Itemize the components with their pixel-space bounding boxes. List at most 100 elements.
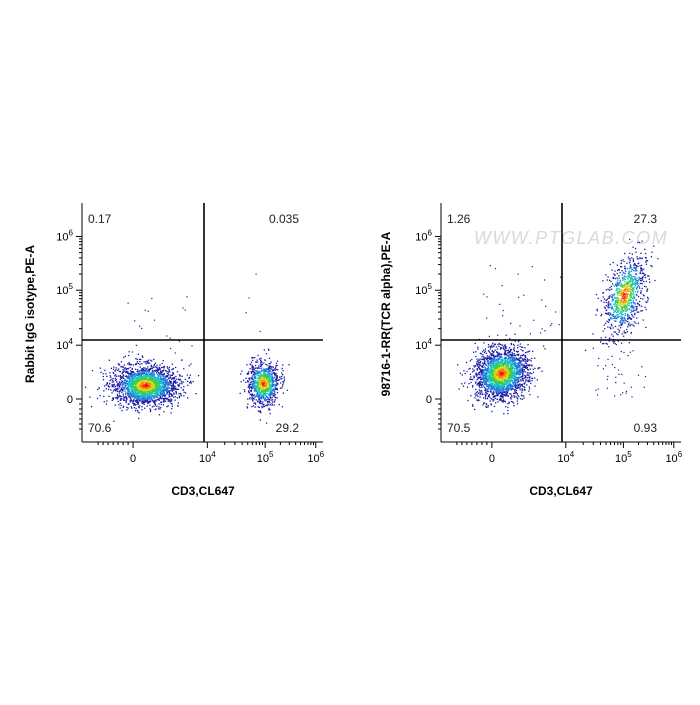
event-dot <box>183 395 184 396</box>
event-dot <box>121 376 122 377</box>
event-dot <box>131 389 132 390</box>
event-dot <box>486 391 487 392</box>
event-dot <box>115 374 116 375</box>
event-dot <box>140 366 141 367</box>
event-dot <box>516 390 517 391</box>
event-dot <box>484 387 485 388</box>
event-dot <box>280 388 281 389</box>
event-dot <box>171 379 172 380</box>
event-dot <box>248 390 249 391</box>
event-dot <box>118 368 119 369</box>
event-dot <box>504 381 505 382</box>
event-dot <box>262 403 263 404</box>
event-dot <box>149 389 150 390</box>
event-dot <box>255 370 256 371</box>
event-dot <box>257 395 258 396</box>
event-dot <box>140 372 141 373</box>
event-dot <box>159 414 160 415</box>
event-dot <box>521 384 522 385</box>
event-dot <box>510 383 511 384</box>
event-dot <box>265 369 266 370</box>
event-dot <box>146 371 147 372</box>
event-dot <box>175 376 176 377</box>
event-dot <box>522 376 523 377</box>
event-dot <box>161 404 162 405</box>
event-dot <box>277 369 278 370</box>
event-dot <box>482 354 483 355</box>
event-dot <box>260 366 261 367</box>
event-dot <box>139 399 140 400</box>
event-dot <box>163 360 164 361</box>
event-dot <box>167 366 168 367</box>
event-dot <box>116 381 117 382</box>
event-dot <box>122 386 123 387</box>
event-dot <box>259 393 260 394</box>
event-dot <box>145 391 146 392</box>
event-dot <box>272 399 273 400</box>
event-dot <box>276 385 277 386</box>
event-dot <box>265 385 266 386</box>
event-dot <box>129 386 130 387</box>
event-dot <box>260 358 261 359</box>
event-dot <box>119 371 120 372</box>
event-dot <box>149 363 150 364</box>
event-dot <box>465 373 466 374</box>
event-dot <box>276 382 277 383</box>
event-dot <box>159 364 160 365</box>
event-dot <box>190 381 191 382</box>
event-dot <box>182 376 183 377</box>
event-dot <box>160 378 161 379</box>
event-dot <box>116 376 117 377</box>
event-dot <box>165 395 166 396</box>
event-dot <box>138 418 139 419</box>
event-dot <box>153 373 154 374</box>
event-dot <box>268 371 269 372</box>
event-dot <box>487 381 488 382</box>
event-dot <box>514 353 515 354</box>
event-dot <box>110 375 111 376</box>
event-dot <box>275 397 276 398</box>
event-dot <box>479 387 480 388</box>
event-dot <box>154 402 155 403</box>
event-dot <box>257 378 258 379</box>
event-dot <box>255 365 256 366</box>
event-dot <box>508 355 509 356</box>
event-dot <box>531 360 532 361</box>
event-dot <box>142 397 143 398</box>
event-dot <box>245 382 246 383</box>
event-dot <box>541 371 542 372</box>
event-dot <box>147 391 148 392</box>
event-dot <box>128 407 129 408</box>
event-dot <box>159 368 160 369</box>
event-dot <box>271 378 272 379</box>
event-dot <box>488 344 489 345</box>
event-dot <box>152 392 153 393</box>
event-dot <box>159 386 160 387</box>
event-dot <box>494 344 495 345</box>
event-dot <box>167 392 168 393</box>
event-dot <box>127 368 128 369</box>
event-dot <box>138 402 139 403</box>
event-dot <box>504 394 505 395</box>
event-dot <box>544 330 545 331</box>
event-dot <box>152 371 153 372</box>
event-dot <box>263 392 264 393</box>
event-dot <box>510 373 511 374</box>
event-dot <box>153 406 154 407</box>
event-dot <box>530 373 531 374</box>
event-dot <box>522 379 523 380</box>
event-dot <box>249 397 250 398</box>
event-dot <box>177 371 178 372</box>
event-dot <box>275 370 276 371</box>
event-dot <box>169 392 170 393</box>
event-dot <box>164 373 165 374</box>
event-dot <box>175 380 176 381</box>
event-dot <box>163 376 164 377</box>
event-dot <box>274 377 275 378</box>
event-dot <box>136 377 137 378</box>
event-dot <box>134 374 135 375</box>
event-dot <box>470 395 471 396</box>
